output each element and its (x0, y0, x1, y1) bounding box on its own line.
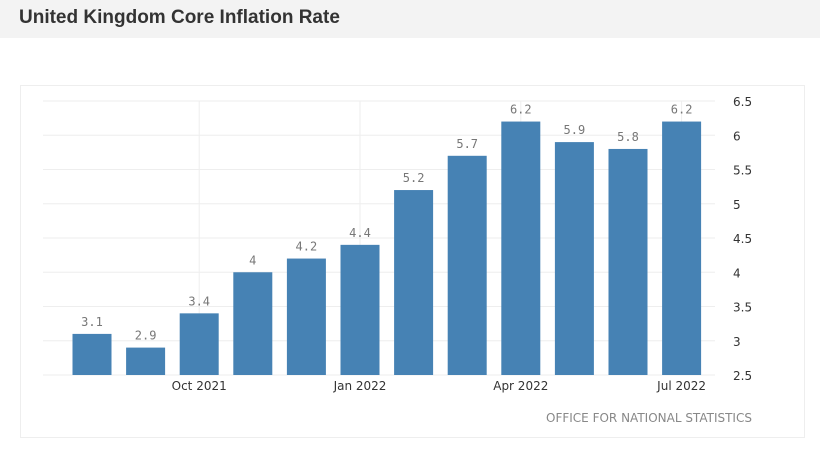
chart-panel (20, 85, 805, 438)
header: United Kingdom Core Inflation Rate (0, 0, 820, 38)
data-label: 4.2 (296, 240, 318, 254)
y-tick-label: 2.5 (733, 369, 752, 383)
data-label: 5.9 (564, 123, 586, 137)
y-tick-label: 5 (733, 198, 741, 212)
bar (233, 272, 273, 375)
x-tick-label: Jul 2022 (656, 379, 706, 393)
bar (126, 347, 166, 375)
data-label: 4 (249, 253, 256, 267)
bar (179, 313, 219, 375)
bar (394, 190, 434, 375)
data-label: 3.4 (188, 294, 210, 308)
data-label: 4.4 (349, 226, 371, 240)
bar (340, 244, 380, 375)
y-tick-label: 4 (733, 266, 741, 280)
x-tick-label: Jan 2022 (333, 379, 387, 393)
source-label: OFFICE FOR NATIONAL STATISTICS (546, 411, 752, 425)
data-label: 5.2 (403, 171, 425, 185)
bar (501, 121, 541, 375)
x-tick-label: Oct 2021 (172, 379, 227, 393)
data-label: 5.8 (617, 130, 639, 144)
y-tick-label: 3.5 (733, 301, 752, 315)
y-tick-label: 6.5 (733, 95, 752, 109)
bar (447, 155, 487, 375)
data-label: 6.2 (510, 103, 532, 117)
page-title: United Kingdom Core Inflation Rate (19, 7, 340, 28)
bar (662, 121, 702, 375)
data-label: 2.9 (135, 329, 157, 343)
y-tick-label: 4.5 (733, 232, 752, 246)
bar (608, 148, 648, 375)
x-tick-label: Apr 2022 (493, 379, 548, 393)
y-tick-label: 6 (733, 129, 741, 143)
y-tick-label: 5.5 (733, 164, 752, 178)
bar (72, 333, 112, 375)
data-label: 3.1 (81, 315, 103, 329)
bar (286, 258, 326, 375)
y-tick-label: 3 (733, 335, 741, 349)
bar (554, 142, 594, 375)
data-label: 6.2 (671, 103, 693, 117)
data-label: 5.7 (456, 137, 478, 151)
